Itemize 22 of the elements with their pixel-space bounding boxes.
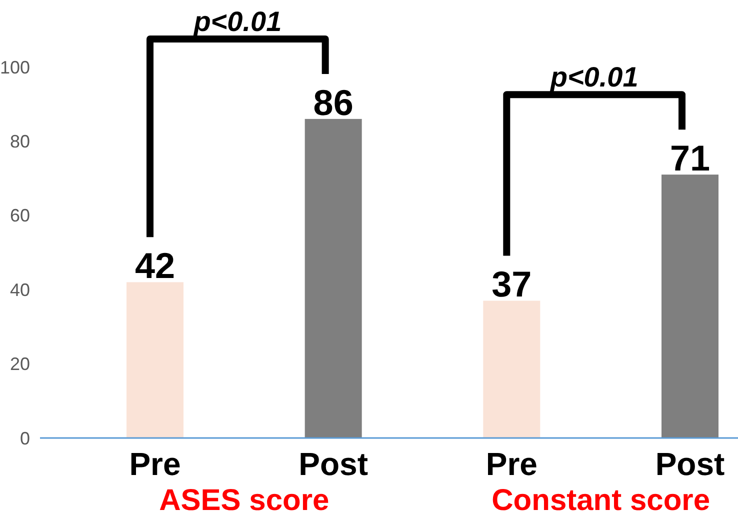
y-tick-label: 0 bbox=[20, 428, 30, 448]
text: ASES score bbox=[159, 484, 330, 517]
x-tick-label: Post bbox=[655, 446, 726, 482]
y-tick-label: 60 bbox=[10, 206, 30, 226]
bar bbox=[126, 282, 184, 438]
annotation: p<0.01 bbox=[549, 62, 638, 93]
data-label: 42 bbox=[134, 245, 176, 286]
data-label: 86 bbox=[313, 82, 354, 123]
data-label: 71 bbox=[670, 138, 710, 179]
x-tick-label: Pre bbox=[129, 446, 181, 482]
data-label: 37 bbox=[492, 264, 532, 305]
bar bbox=[483, 300, 540, 438]
x-tick-label: Pre bbox=[486, 446, 538, 482]
bar bbox=[304, 118, 362, 438]
y-tick-label: 100 bbox=[0, 57, 30, 78]
text: Constant score bbox=[492, 484, 710, 517]
y-tick-label: 40 bbox=[10, 280, 30, 300]
text: p<0.01 bbox=[192, 6, 282, 37]
x-tick-label: Post bbox=[298, 446, 368, 482]
bar bbox=[662, 174, 718, 438]
y-tick-label: 80 bbox=[10, 132, 30, 152]
y-tick-label: 20 bbox=[10, 354, 30, 374]
